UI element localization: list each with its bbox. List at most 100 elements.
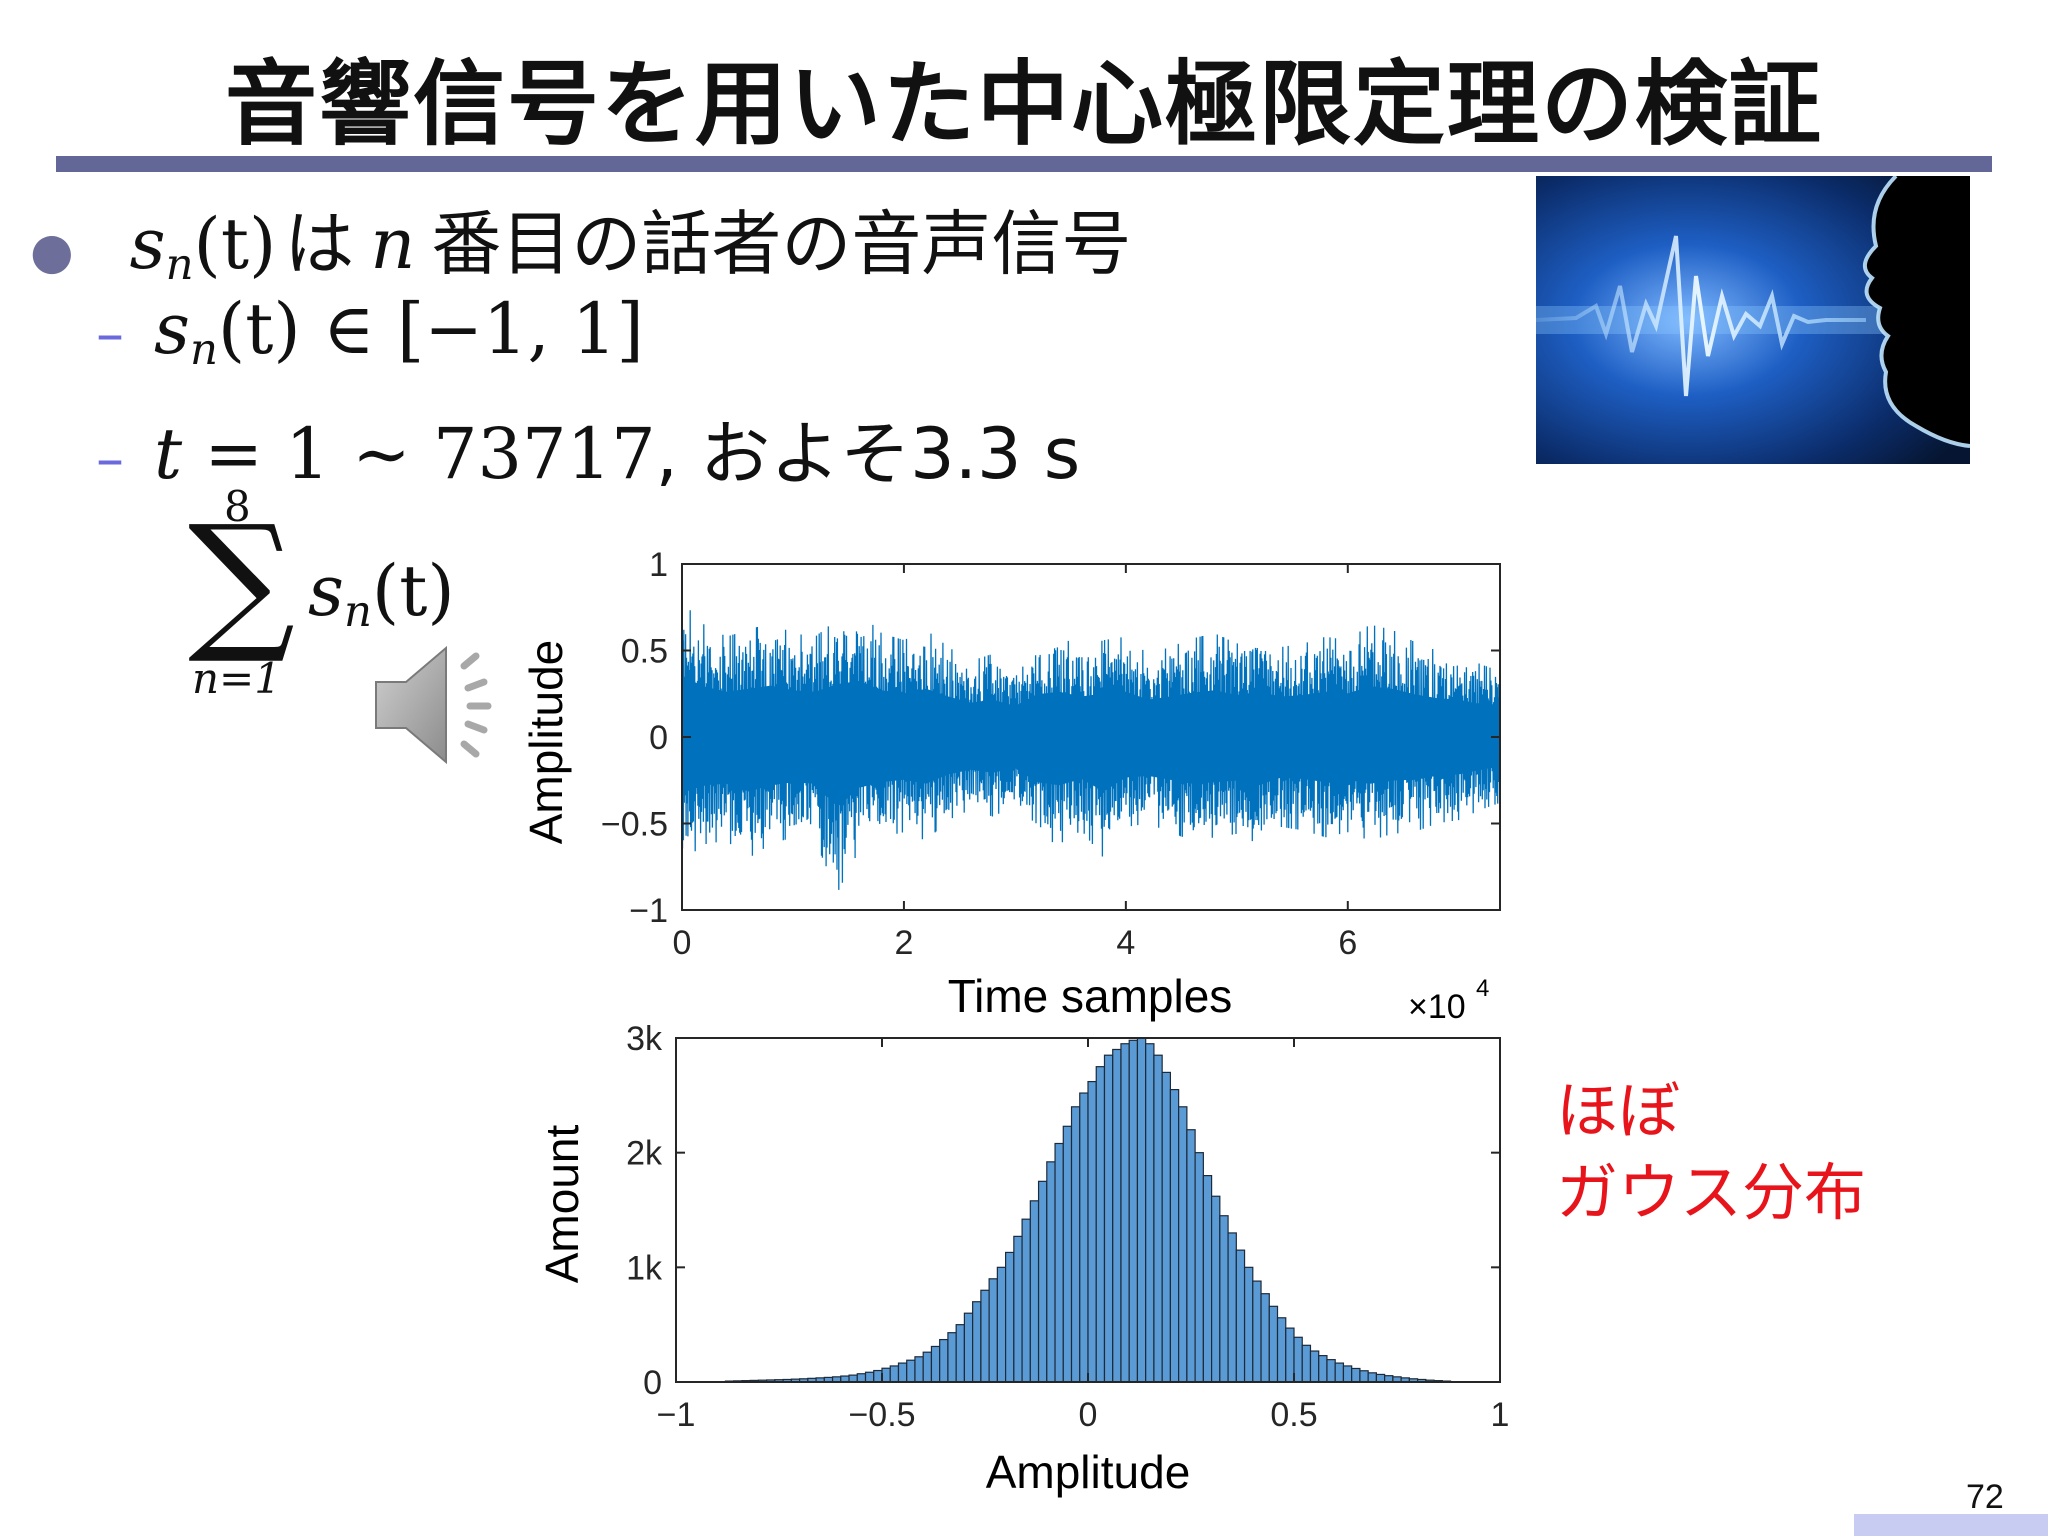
histogram-bar xyxy=(1252,1280,1262,1383)
histogram-bar xyxy=(1375,1373,1386,1383)
histogram-bar xyxy=(1235,1249,1246,1383)
histogram-bar xyxy=(988,1278,998,1383)
histogram-bar xyxy=(1013,1235,1023,1383)
waveform-y-tick-label: 1 xyxy=(649,548,668,584)
x-axis-multiplier: ×10 4 xyxy=(1408,975,1489,1026)
histogram-x-label: Amplitude xyxy=(986,1446,1191,1498)
histogram-bar xyxy=(955,1324,966,1383)
histogram-bar xyxy=(947,1332,957,1383)
main-bullet-text1: は xyxy=(284,203,355,285)
waveform-x-tick-label: 6 xyxy=(1338,924,1357,962)
histogram-bar xyxy=(889,1365,900,1383)
range-formula: sn(t) ∈ [−1, 1] xyxy=(154,288,644,375)
histogram-bar xyxy=(1210,1195,1221,1383)
histogram-bar xyxy=(1334,1362,1345,1383)
histogram-bar xyxy=(930,1345,941,1383)
time-formula: t = 1 ∼ 73717 xyxy=(154,413,656,495)
histogram-bar xyxy=(1145,1043,1155,1383)
page-number: 72 xyxy=(1966,1478,2004,1516)
gaussian-note-line1: ほぼ xyxy=(1556,1074,1681,1147)
histogram-bar xyxy=(1276,1317,1287,1383)
gaussian-note: ほぼ ガウス分布 xyxy=(1556,1070,1866,1234)
histogram-bar xyxy=(1062,1125,1073,1383)
sigma-symbol: ∑ xyxy=(188,494,296,668)
page-number-bar xyxy=(1854,1514,2048,1536)
time-duration-text: , およそ3.3 s xyxy=(655,413,1081,495)
histogram-bar xyxy=(1351,1367,1361,1383)
histogram-bar xyxy=(1037,1180,1048,1383)
signal-symbol: sn(t) xyxy=(129,203,277,290)
histogram-bar xyxy=(1128,1039,1139,1383)
histogram-bar xyxy=(1095,1066,1106,1383)
histogram-bar xyxy=(1202,1175,1213,1383)
histogram-bar xyxy=(1021,1218,1031,1383)
waveform-x-label: Time samples xyxy=(948,970,1233,1022)
histogram-bar xyxy=(864,1371,875,1383)
waveform-x-tick-label: 4 xyxy=(1116,924,1135,962)
histogram-bar xyxy=(1293,1336,1303,1383)
sum-term: sn(t) xyxy=(308,550,455,637)
histogram-bar xyxy=(1309,1350,1320,1383)
histogram-bar xyxy=(914,1356,924,1383)
svg-text:4: 4 xyxy=(1476,975,1489,1002)
histogram-bar xyxy=(1070,1106,1081,1383)
histogram-bar xyxy=(980,1289,990,1383)
waveform-y-tick-label: 0 xyxy=(649,719,668,757)
title-divider xyxy=(56,156,1992,172)
waveform-y-tick-label: 0.5 xyxy=(621,633,668,671)
sub-bullet-dash: – xyxy=(96,427,124,492)
histogram-bar xyxy=(939,1338,949,1383)
speaker-index-var: n xyxy=(370,203,416,285)
histogram-bar xyxy=(873,1369,883,1383)
svg-text:×10: ×10 xyxy=(1408,988,1466,1026)
gaussian-note-line2: ガウス分布 xyxy=(1556,1156,1867,1229)
histogram-bar xyxy=(1268,1305,1279,1383)
waveform-core-band xyxy=(682,676,1500,808)
histogram-bar xyxy=(1054,1142,1064,1383)
histogram-bar xyxy=(1318,1355,1328,1383)
sum-upper-limit: 8 xyxy=(224,482,251,531)
histogram-bar xyxy=(1136,1037,1147,1383)
sub-bullet-time: – t = 1 ∼ 73717 , およそ3.3 s xyxy=(96,398,1080,499)
histogram-bar xyxy=(1367,1372,1377,1383)
histogram-bar xyxy=(1029,1200,1040,1383)
histogram-bar xyxy=(1120,1043,1130,1383)
speaker-icon[interactable] xyxy=(372,640,512,770)
histogram-bar xyxy=(972,1301,982,1383)
histogram-bar xyxy=(922,1351,933,1383)
histogram-bar xyxy=(1326,1359,1336,1383)
waveform-y-tick-label: −0.5 xyxy=(601,806,668,844)
histogram-bar xyxy=(1194,1152,1204,1383)
histogram-y-label: Amount xyxy=(536,1125,588,1284)
histogram-bar xyxy=(1103,1054,1114,1383)
main-bullet: ● sn(t) は n 番目の話者の音声信号 xyxy=(30,188,1131,290)
histogram-bar xyxy=(1178,1106,1188,1383)
histogram-bar xyxy=(1005,1251,1015,1383)
histogram-bar xyxy=(848,1374,858,1383)
histogram-x-tick-label: 0 xyxy=(1079,1396,1098,1434)
histogram-bar xyxy=(1227,1232,1237,1383)
waveform-x-tick-label: 2 xyxy=(894,924,913,962)
histogram-bar xyxy=(1260,1293,1270,1383)
waveform-y-tick-label: −1 xyxy=(629,892,668,930)
histogram-bar xyxy=(1186,1129,1196,1383)
histogram-bar xyxy=(963,1312,974,1383)
histogram-bar xyxy=(1301,1344,1312,1383)
sub-bullet-range: – sn(t) ∈ [−1, 1] xyxy=(96,288,644,375)
histogram-x-tick-label: −0.5 xyxy=(848,1396,915,1434)
histogram-bar xyxy=(1112,1048,1122,1383)
histogram-bar xyxy=(897,1362,908,1383)
histogram-bar xyxy=(1079,1092,1089,1383)
sub-bullet-dash: – xyxy=(96,302,124,367)
sum-lower-limit: n=1 xyxy=(192,654,281,703)
histogram-x-tick-label: 0.5 xyxy=(1270,1396,1317,1434)
histogram-y-tick-label: 2k xyxy=(626,1135,663,1173)
histogram-bar xyxy=(881,1367,891,1383)
histogram-bar xyxy=(1243,1266,1254,1383)
histogram-bar xyxy=(1359,1370,1369,1383)
histogram-y-tick-label: 0 xyxy=(643,1364,662,1402)
histogram-bar xyxy=(906,1359,916,1383)
histogram-bar xyxy=(1285,1327,1295,1383)
histogram-bar xyxy=(1161,1071,1171,1383)
